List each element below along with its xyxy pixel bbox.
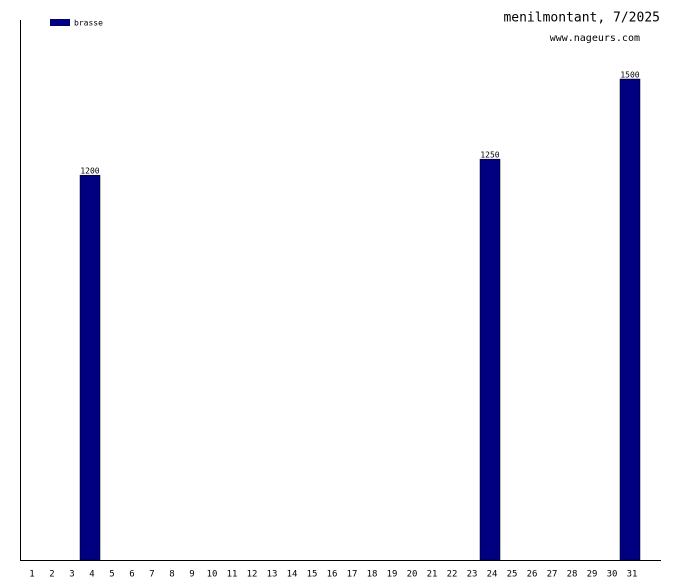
bar: [79, 174, 101, 561]
legend-swatch: [50, 19, 70, 26]
x-tick-label: 24: [487, 570, 498, 580]
x-tick-label: 13: [267, 570, 278, 580]
bar: [479, 158, 501, 561]
x-tick-label: 2: [49, 570, 54, 580]
x-tick-label: 22: [447, 570, 458, 580]
x-tick-label: 27: [547, 570, 558, 580]
x-tick-label: 29: [587, 570, 598, 580]
x-tick-label: 28: [567, 570, 578, 580]
x-tick-label: 26: [527, 570, 538, 580]
x-tick-label: 4: [89, 570, 94, 580]
x-tick-label: 19: [387, 570, 398, 580]
x-tick-label: 6: [129, 570, 134, 580]
x-tick-label: 21: [427, 570, 438, 580]
x-tick-label: 7: [149, 570, 154, 580]
x-tick-label: 1: [29, 570, 34, 580]
data-label: 1250: [480, 151, 499, 160]
x-tick-label: 14: [287, 570, 298, 580]
x-tick-label: 9: [189, 570, 194, 580]
data-label: 1500: [620, 71, 639, 80]
x-tick-label: 10: [207, 570, 218, 580]
x-tick-label: 15: [307, 570, 318, 580]
x-tick-label: 23: [467, 570, 478, 580]
x-tick-label: 17: [347, 570, 358, 580]
x-tick-label: 30: [607, 570, 618, 580]
x-tick-label: 25: [507, 570, 518, 580]
x-tick-label: 16: [327, 570, 338, 580]
chart-title: menilmontant, 7/2025: [503, 11, 660, 26]
x-tick-label: 11: [227, 570, 238, 580]
x-tick-label: 20: [407, 570, 418, 580]
x-tick-label: 18: [367, 570, 378, 580]
x-tick-label: 3: [69, 570, 74, 580]
data-label: 1200: [80, 167, 99, 176]
chart-subtitle: www.nageurs.com: [550, 33, 640, 44]
bar: [619, 78, 641, 561]
x-tick-label: 31: [627, 570, 638, 580]
legend-label: brasse: [74, 19, 103, 28]
x-tick-label: 12: [247, 570, 258, 580]
x-tick-label: 8: [169, 570, 174, 580]
x-tick-label: 5: [109, 570, 114, 580]
